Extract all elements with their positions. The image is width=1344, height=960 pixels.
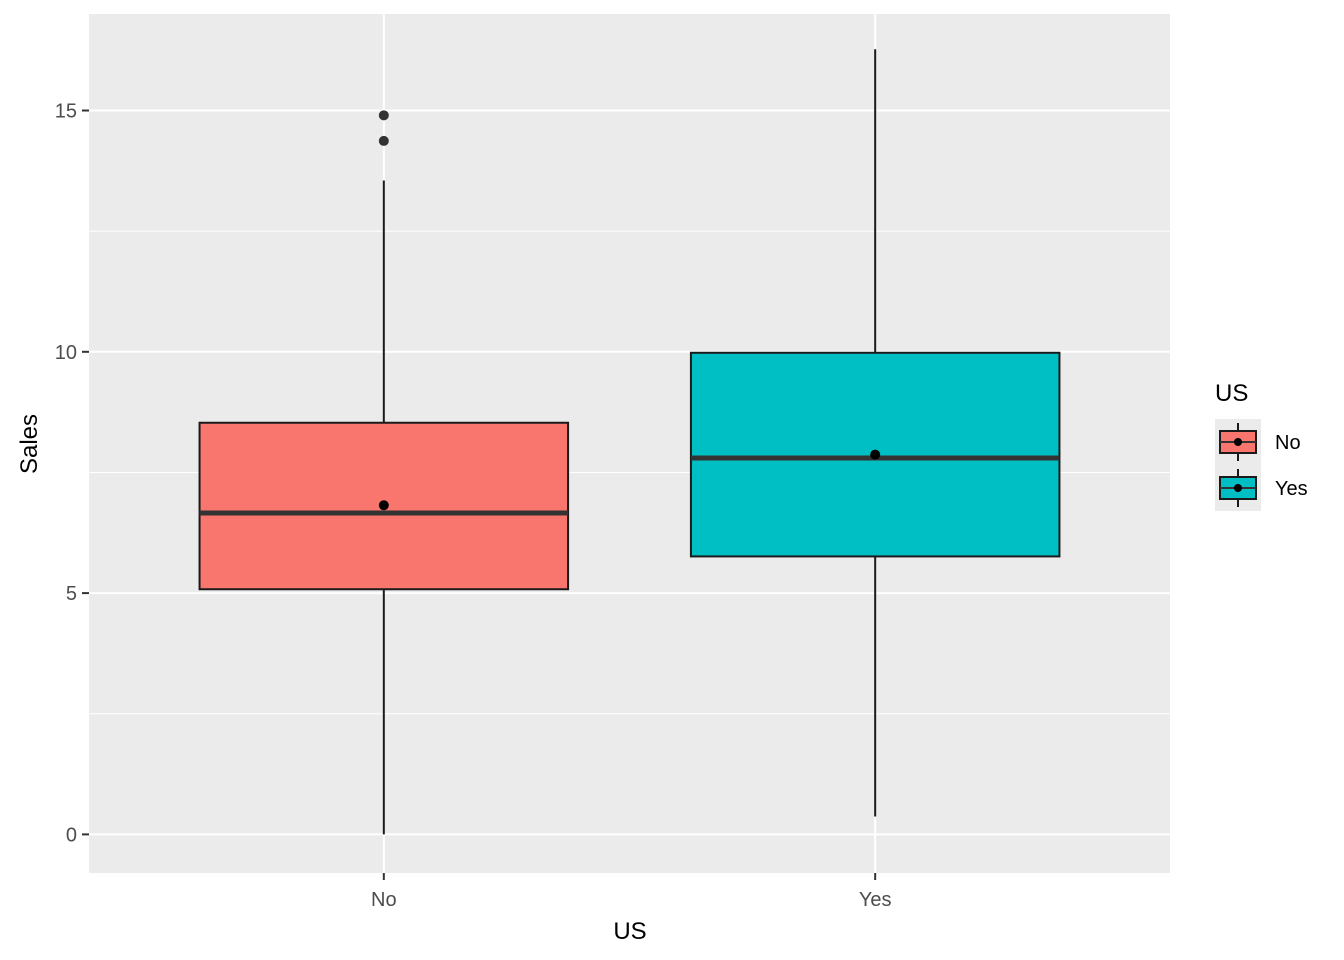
y-tick-label: 15 <box>55 101 77 123</box>
mean-point <box>870 449 881 460</box>
y-tick-label: 5 <box>66 583 77 605</box>
legend-title: US <box>1215 380 1248 407</box>
x-tick-label: Yes <box>859 889 892 911</box>
y-tick-label: 10 <box>55 342 77 364</box>
box-no <box>198 110 570 835</box>
y-axis: 0 5 10 15 <box>55 101 89 846</box>
boxes <box>198 49 1061 835</box>
legend-item-no: No <box>1219 423 1301 461</box>
x-axis: No Yes <box>371 873 892 911</box>
legend: US No Yes <box>1215 380 1308 511</box>
legend-key-point <box>1234 438 1242 446</box>
legend-key-point <box>1234 484 1242 492</box>
mean-point <box>378 500 389 511</box>
legend-label: Yes <box>1275 478 1308 500</box>
y-tick-label: 0 <box>66 824 77 846</box>
legend-item-yes: Yes <box>1219 469 1308 507</box>
outlier-point <box>378 110 389 121</box>
x-tick-label: No <box>371 889 397 911</box>
x-axis-title: US <box>613 918 646 945</box>
box-yes <box>689 49 1061 817</box>
box-body <box>689 351 1061 558</box>
y-axis-title: Sales <box>16 414 43 474</box>
outlier-point <box>378 135 389 146</box>
legend-label: No <box>1275 432 1301 454</box>
